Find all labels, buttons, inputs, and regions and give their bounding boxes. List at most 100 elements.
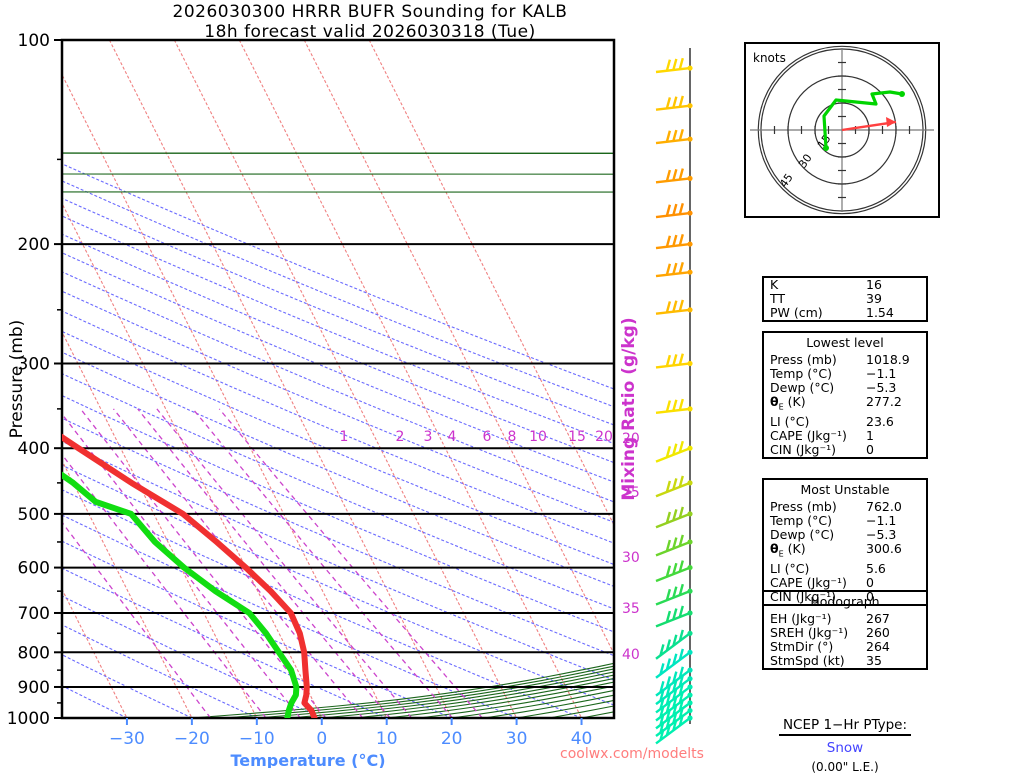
table-row: SREH (Jkg⁻¹) 260	[764, 626, 926, 640]
row-key: CIN (Jkg⁻¹)	[770, 441, 836, 457]
row-key: SREH (Jkg⁻¹)	[770, 625, 849, 640]
row-key: PW (cm)	[770, 305, 823, 320]
grid-line	[62, 73, 388, 718]
grid-line	[62, 202, 323, 718]
grid-line	[62, 514, 517, 718]
row-value: 762.0	[866, 499, 902, 514]
row-key: LI (°C)	[770, 413, 810, 429]
right-axis-label: Mixing Ratio (g/kg)	[619, 317, 639, 500]
table-row: Press (mb) 762.0	[764, 500, 926, 514]
grid-line	[62, 373, 614, 610]
most-unstable-rows: Press (mb) 762.0 Temp (°C) −1.1 Dewp (°C) −5.…	[764, 500, 926, 604]
wind-barb	[655, 440, 693, 463]
ptype-value: Snow	[826, 740, 864, 756]
grid-line	[62, 440, 614, 681]
wind-barb	[655, 560, 693, 583]
row-key: CAPE (Jkg⁻¹)	[770, 427, 847, 443]
height-label: 35	[622, 601, 640, 617]
pressure-tick-label: 300	[18, 354, 50, 374]
row-value: −5.3	[866, 380, 897, 395]
wind-barb	[655, 629, 693, 660]
row-value: 1	[866, 427, 874, 443]
temp-tick-label: 0	[316, 729, 327, 749]
pressure-tick-label: 700	[18, 604, 50, 624]
row-value: 1.54	[866, 305, 894, 320]
pressure-tick-label: 800	[18, 643, 50, 663]
grid-line	[62, 394, 614, 633]
hodograph-trace	[822, 90, 903, 149]
row-value: −5.3	[866, 527, 897, 542]
row-value: 267	[866, 611, 890, 626]
wind-barb	[655, 666, 693, 697]
wind-barb	[655, 605, 693, 628]
grid-line	[137, 408, 391, 718]
grid-line	[62, 330, 258, 718]
mixing-ratio-label: 15	[568, 429, 586, 445]
grid-line	[62, 330, 614, 566]
table-row: StmSpd (kt) 35	[764, 654, 926, 668]
hodograph: knots 15 30 45	[744, 42, 940, 218]
row-value: 300.6	[866, 541, 902, 556]
mixing-ratio-label: 3	[424, 429, 433, 445]
grid-line	[62, 453, 267, 718]
lowest-level-table: Lowest level Press (mb) 1018.9 Temp (°C) −1…	[762, 331, 928, 459]
wind-barb	[655, 168, 693, 184]
row-key: Dewp (°C)	[770, 380, 835, 395]
pressure-tick-label: 500	[18, 505, 50, 525]
row-value: 260	[866, 625, 890, 640]
row-key: θE (K)	[770, 541, 806, 559]
hodograph-stats-table: Hodograph EH (Jkg⁻¹) 267 SREH (Jkg⁻¹) 260 St…	[762, 590, 928, 670]
mixing-ratio-label: 4	[448, 429, 457, 445]
table-row: CAPE (Jkg⁻¹) 0	[764, 575, 926, 590]
wind-barb	[655, 475, 693, 498]
pressure-tick-label: 100	[18, 31, 50, 51]
mixing-ratio-label: 1	[340, 429, 349, 445]
row-value: 0	[866, 588, 874, 604]
grid-line	[156, 408, 413, 718]
pressure-tick-label: 400	[18, 439, 50, 459]
row-key: θE (K)	[770, 394, 806, 412]
wind-barb	[655, 95, 693, 111]
table-row: LI (°C) 23.6	[764, 413, 926, 429]
most-unstable-header: Most Unstable	[800, 482, 890, 497]
wind-barb	[655, 648, 693, 679]
row-key: Press (mb)	[770, 352, 837, 367]
grid-line	[173, 40, 518, 718]
row-value: 0	[866, 441, 874, 457]
grid-line	[191, 662, 614, 718]
mixing-ratio-label: 10	[529, 429, 547, 445]
hodograph-stats-header: Hodograph	[810, 594, 880, 609]
storm-motion-arrowhead	[886, 117, 896, 127]
page-title-line1: 2026030300 HRRR BUFR Sounding for KALB	[172, 2, 568, 22]
table-row: Dewp (°C) −5.3	[764, 381, 926, 395]
mixing-ratio-label: 20	[595, 429, 613, 445]
x-axis-label: Temperature (°C)	[230, 751, 385, 768]
wind-barb	[655, 299, 693, 315]
height-label: 25	[622, 485, 640, 501]
ptype-box: NCEP 1−Hr PType: Snow (0.00" L.E.)	[745, 714, 945, 774]
table-row: θE (K) 277.2	[764, 395, 926, 415]
temp-tick-label: 20	[441, 729, 463, 749]
row-value: 23.6	[866, 413, 894, 429]
grid-line	[62, 310, 614, 544]
row-key: TT	[770, 291, 786, 306]
row-key: CIN (Jkg⁻¹)	[770, 588, 836, 604]
table-row: Press (mb) 1018.9	[764, 353, 926, 367]
grid-line	[62, 173, 614, 718]
plot-border	[60, 38, 616, 720]
grid-line	[62, 595, 323, 718]
grid-line	[62, 459, 193, 718]
grid-line	[192, 408, 453, 718]
hodograph-stats-rows: EH (Jkg⁻¹) 267 SREH (Jkg⁻¹) 260 StmDir (°) 26…	[764, 612, 926, 668]
height-label: 20	[622, 431, 640, 447]
table-row: K 16	[764, 278, 926, 292]
skewt-diagram: 100 200 300 400 500 600 700 800 900 1000 20 25 30 35 4…	[7, 31, 693, 768]
wind-barb	[655, 534, 693, 557]
grid-line	[62, 540, 452, 718]
lowest-level-rows: Press (mb) 1018.9 Temp (°C) −1.1 Dewp (°C) −5…	[764, 353, 926, 457]
hodograph-units-label: knots	[753, 51, 786, 65]
page-title-line2: 18h forecast valid 2026030318 (Tue)	[204, 22, 536, 42]
table-row: θE (K) 300.6	[764, 542, 926, 562]
watermark: coolwx.com/modelts	[560, 746, 704, 762]
table-row: CIN (Jkg⁻¹) 0	[764, 588, 926, 604]
